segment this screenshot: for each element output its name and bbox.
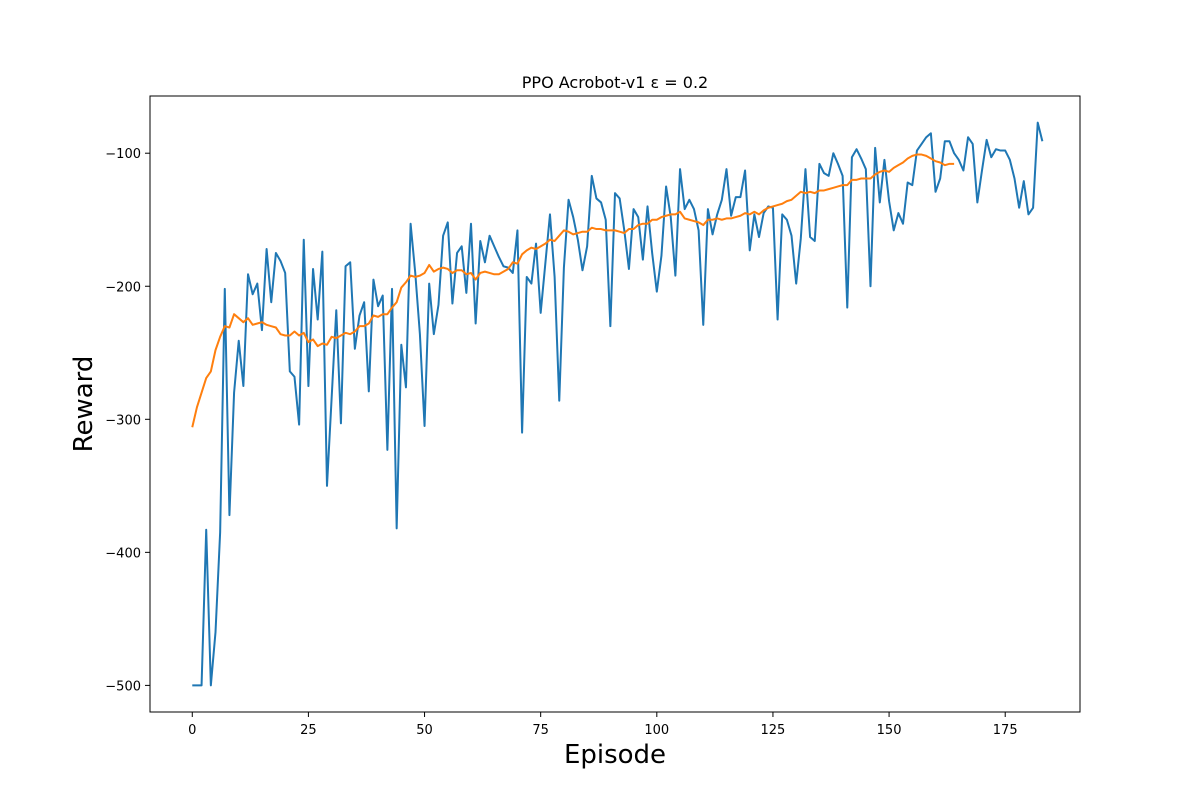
y-tick-label: −500	[105, 679, 141, 694]
x-tick-label: 125	[761, 723, 786, 738]
x-tick-label: 0	[188, 723, 196, 738]
plot-frame	[149, 95, 1081, 713]
y-axis: −500 −400 −300 −200 −100	[105, 147, 150, 694]
x-tick-label: 75	[532, 723, 549, 738]
y-tick-label: −300	[105, 413, 141, 428]
series-line-1	[191, 153, 955, 428]
y-tick-label: −400	[105, 546, 141, 561]
x-tick-label: 25	[300, 723, 317, 738]
series-layer	[191, 121, 1044, 687]
x-axis: 0 25 50 75 100 125 150 175	[188, 712, 1018, 738]
x-tick-label: 150	[877, 723, 902, 738]
y-axis-label: Reward	[69, 356, 99, 453]
x-tick-label: 50	[416, 723, 433, 738]
x-tick-label: 175	[993, 723, 1018, 738]
y-tick-label: −100	[105, 147, 141, 162]
x-tick-label: 100	[644, 723, 669, 738]
x-axis-label: Episode	[564, 740, 666, 770]
series-line-0	[192, 121, 1044, 687]
chart-title: PPO Acrobot-v1 ε = 0.2	[522, 73, 708, 92]
y-tick-label: −200	[105, 280, 141, 295]
